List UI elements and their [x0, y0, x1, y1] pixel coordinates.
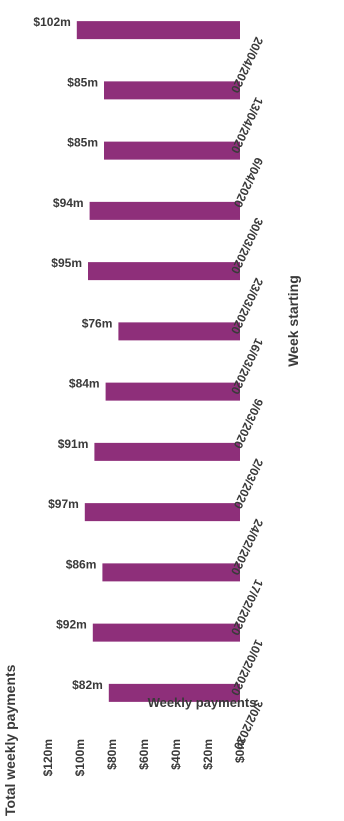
- bar: [94, 442, 241, 461]
- x-tick-label: 13/04/2020: [228, 95, 266, 156]
- bar: [89, 201, 240, 220]
- x-tick-label: 16/03/2020: [228, 336, 266, 397]
- data-label: $85m: [67, 136, 98, 150]
- y-tick-label: $120m: [41, 739, 55, 776]
- data-label: $102m: [33, 15, 70, 29]
- x-axis-title: Week starting: [285, 275, 301, 367]
- y-tick-label: $100m: [73, 739, 87, 776]
- bar: [76, 21, 240, 40]
- bar: [104, 141, 240, 160]
- x-tick-label: 24/02/2020: [228, 517, 266, 578]
- bar: [102, 563, 241, 582]
- data-labels: $82m $92m $86m $97m $91m $84m $76m $95m $94m $85m…: [33, 15, 112, 692]
- bar: [88, 262, 240, 281]
- x-tick-label: 10/02/2020: [228, 637, 266, 698]
- bar: [104, 81, 240, 100]
- data-label: $85m: [67, 75, 98, 89]
- y-axis-ticks: $0m $20m $40m $60m $80m $100m $120m: [41, 739, 247, 776]
- data-label: $91m: [58, 437, 89, 451]
- data-label: $95m: [51, 256, 82, 270]
- data-label: $92m: [56, 618, 87, 632]
- bars: [76, 21, 241, 702]
- bar: [84, 503, 240, 522]
- x-tick-label: 30/03/2020: [228, 216, 266, 277]
- y-tick-label: $80m: [105, 739, 119, 770]
- data-label: $82m: [72, 678, 103, 692]
- data-label: $86m: [66, 557, 97, 571]
- y-tick-label: $20m: [201, 739, 215, 770]
- data-label: $94m: [53, 196, 84, 210]
- y-tick-label: $0m: [233, 739, 247, 763]
- x-tick-label: 17/02/2020: [228, 577, 266, 638]
- data-label: $76m: [82, 316, 113, 330]
- x-tick-label: 2/03/2020: [231, 457, 266, 512]
- x-tick-label: 9/03/2020: [231, 396, 266, 451]
- bar: [108, 683, 240, 702]
- y-axis-title: Weekly payments: [148, 695, 257, 710]
- data-label: $97m: [48, 497, 79, 511]
- data-label: $84m: [69, 377, 100, 391]
- bar: [92, 623, 240, 642]
- bar: [118, 322, 240, 341]
- x-tick-label: 23/03/2020: [228, 276, 266, 337]
- x-tick-label: 6/04/2020: [231, 155, 266, 210]
- y-tick-label: $60m: [137, 739, 151, 770]
- bar: [105, 382, 240, 401]
- x-tick-label: 20/04/2020: [228, 35, 266, 96]
- y-tick-label: $40m: [169, 739, 183, 770]
